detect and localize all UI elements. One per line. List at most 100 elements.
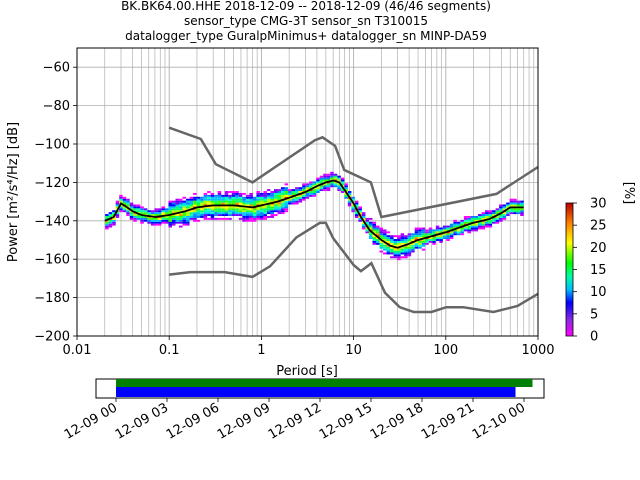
heatmap-cell: [425, 231, 429, 234]
heatmap-cell: [284, 202, 289, 205]
heatmap-cell: [421, 233, 426, 236]
heatmap-cell: [171, 219, 176, 222]
heatmap-cell: [224, 212, 229, 215]
y-tick-label: −140: [34, 214, 70, 229]
heatmap-cell: [492, 214, 496, 216]
heatmap-cell: [203, 204, 208, 207]
heatmap-cell: [449, 223, 454, 226]
heatmap-cell: [259, 210, 264, 213]
heatmap-cell: [372, 229, 376, 232]
heatmap-cell: [411, 242, 415, 245]
heatmap-cell: [358, 206, 362, 209]
heatmap-cell: [513, 210, 517, 213]
heatmap-cell: [421, 229, 426, 232]
heatmap-cell: [383, 248, 387, 251]
heatmap-cell: [252, 202, 257, 205]
heatmap-cell: [235, 192, 239, 195]
heatmap-cell: [273, 204, 278, 207]
heatmap-cell: [428, 227, 433, 230]
heatmap-cell: [421, 239, 426, 241]
heatmap-cell: [393, 248, 398, 251]
heatmap-cell: [270, 214, 274, 216]
heatmap-cell: [140, 210, 144, 213]
heatmap-cell: [354, 210, 359, 213]
heatmap-cell: [358, 212, 362, 215]
heatmap-cell: [193, 208, 197, 211]
heatmap-cell: [435, 237, 440, 240]
heatmap-cell: [354, 202, 359, 205]
heatmap-cell: [270, 194, 274, 197]
heatmap-cell: [492, 219, 496, 222]
heatmap-cell: [379, 246, 384, 249]
heatmap-cell: [418, 229, 422, 232]
heatmap-cell: [143, 210, 148, 213]
heatmap-cell: [499, 208, 503, 211]
heatmap-cell: [249, 200, 253, 203]
heatmap-cell: [126, 200, 130, 203]
availability-tick-label: 12-09 06: [164, 400, 222, 442]
heatmap-cell: [474, 216, 478, 218]
heatmap-cell: [509, 212, 514, 215]
heatmap-cell: [400, 240, 405, 243]
heatmap-cell: [105, 216, 109, 218]
heatmap-cell: [326, 189, 331, 192]
heatmap-cell: [400, 233, 405, 236]
heatmap-cell: [182, 217, 187, 220]
heatmap-cell: [140, 212, 144, 215]
heatmap-cell: [509, 208, 514, 211]
heatmap-cell: [281, 189, 285, 192]
heatmap-cell: [150, 221, 155, 224]
heatmap-cell: [281, 187, 285, 190]
heatmap-cell: [108, 214, 113, 216]
chart-title-line2: sensor_type CMG-3T sensor_sn T310015: [184, 14, 428, 28]
heatmap-cell: [256, 202, 260, 205]
heatmap-cell: [414, 229, 419, 232]
heatmap-cell: [337, 177, 341, 180]
heatmap-cell: [400, 246, 405, 249]
heatmap-cell: [361, 227, 366, 230]
heatmap-cell: [488, 219, 493, 222]
heatmap-cell: [326, 185, 331, 188]
heatmap-cell: [277, 202, 282, 205]
heatmap-cell: [108, 225, 113, 228]
heatmap-cell: [277, 210, 282, 213]
heatmap-cell: [386, 246, 391, 249]
heatmap-cell: [467, 229, 471, 232]
heatmap-cell: [330, 175, 334, 178]
y-tick-label: −180: [34, 291, 70, 306]
heatmap-cell: [298, 196, 303, 199]
heatmap-cell: [249, 202, 253, 205]
heatmap-cell: [513, 212, 517, 215]
heatmap-cell: [200, 208, 204, 211]
heatmap-cell: [312, 183, 317, 186]
heatmap-cell: [393, 244, 398, 247]
y-axis-label: Power [m²/s⁴/Hz] [dB]: [6, 122, 21, 262]
heatmap-cell: [252, 214, 257, 216]
heatmap-cell: [217, 217, 222, 220]
heatmap-cell: [333, 173, 338, 176]
heatmap-cell: [393, 256, 398, 259]
heatmap-cell: [129, 214, 134, 216]
heatmap-cell: [506, 204, 510, 207]
heatmap-cell: [347, 191, 352, 193]
heatmap-cell: [291, 196, 296, 199]
heatmap-cell: [323, 183, 327, 186]
heatmap-cell: [460, 233, 464, 236]
heatmap-cell: [421, 235, 426, 238]
heatmap-cell: [263, 210, 267, 213]
heatmap-cell: [425, 233, 429, 236]
heatmap-cell: [435, 235, 440, 238]
heatmap-cell: [228, 212, 232, 215]
y-tick-label: −160: [34, 253, 70, 268]
heatmap-cell: [224, 217, 229, 220]
heatmap-cell: [506, 212, 510, 215]
heatmap-cell: [105, 227, 109, 230]
heatmap-cell: [386, 244, 391, 247]
heatmap-cell: [404, 250, 408, 253]
heatmap-cell: [404, 239, 408, 241]
heatmap-cell: [397, 254, 401, 257]
heatmap-cell: [295, 189, 299, 192]
heatmap-cell: [284, 210, 289, 213]
heatmap-cell: [157, 212, 162, 215]
